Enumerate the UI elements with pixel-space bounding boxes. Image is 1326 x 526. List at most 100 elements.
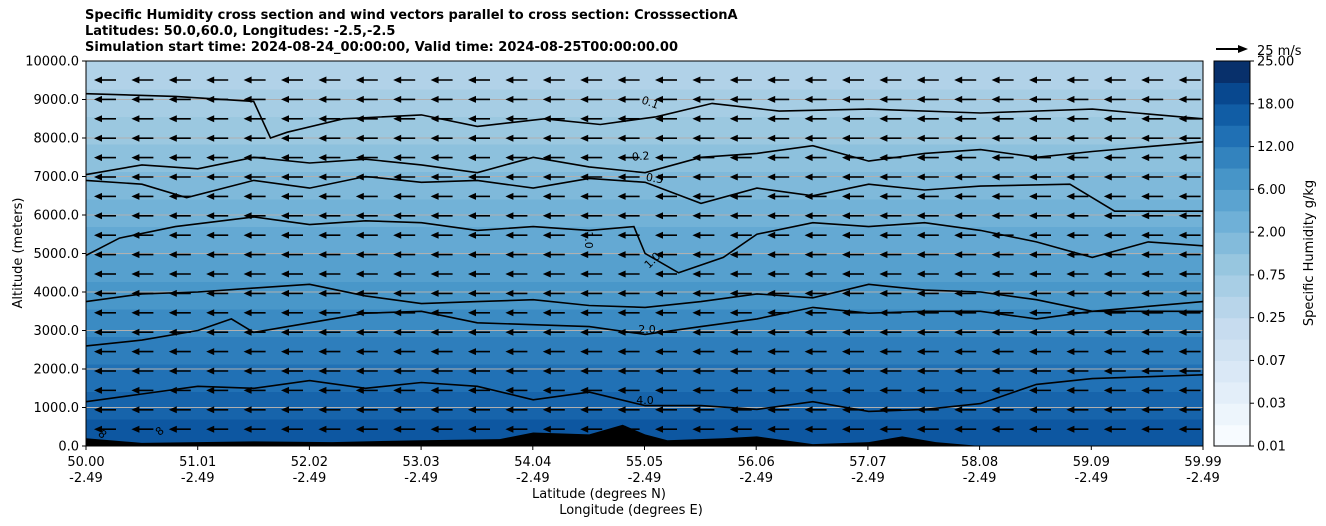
wind-arrow-head bbox=[168, 192, 177, 200]
wind-arrow-head bbox=[1103, 115, 1112, 123]
x-axis: 50.00-2.4951.01-2.4952.02-2.4953.03-2.49… bbox=[67, 446, 1222, 486]
wind-arrow-head bbox=[542, 251, 551, 259]
wind-arrow-head bbox=[879, 154, 888, 162]
wind-arrow-head bbox=[505, 173, 514, 181]
wind-arrow-head bbox=[804, 231, 813, 239]
wind-arrow-head bbox=[655, 173, 663, 181]
wind-arrow-head bbox=[505, 348, 514, 356]
wind-arrow-head bbox=[542, 212, 551, 220]
wind-arrow-head bbox=[505, 231, 514, 239]
wind-arrow-head bbox=[916, 76, 925, 84]
x-tick-label-lat: 59.09 bbox=[1073, 455, 1110, 470]
wind-arrow-head bbox=[505, 95, 514, 103]
wind-arrow-head bbox=[355, 251, 364, 259]
wind-arrow-head bbox=[355, 289, 364, 297]
wind-arrow-head bbox=[542, 406, 551, 414]
wind-arrow-head bbox=[243, 115, 252, 123]
wind-arrow-head bbox=[281, 251, 289, 259]
contour-line bbox=[86, 175, 1203, 212]
wind-arrow-head bbox=[1103, 173, 1112, 181]
colorbar-segment bbox=[1214, 61, 1250, 83]
wind-arrow-head bbox=[692, 95, 701, 103]
wind-arrow-head bbox=[879, 367, 888, 375]
wind-arrow-head bbox=[580, 348, 589, 356]
wind-arrow-head bbox=[168, 406, 177, 414]
wind-arrow-head bbox=[954, 251, 963, 259]
wind-arrow-head bbox=[468, 289, 476, 297]
wind-arrow-head bbox=[281, 173, 289, 181]
wind-arrow-head bbox=[1029, 95, 1037, 103]
wind-arrow-head bbox=[393, 212, 402, 220]
wind-arrow-head bbox=[131, 386, 140, 394]
wind-arrow-head bbox=[430, 289, 439, 297]
wind-arrow-head bbox=[1103, 270, 1112, 278]
wind-arrow-head bbox=[991, 289, 1000, 297]
wind-arrow-head bbox=[430, 328, 439, 336]
wind-arrow-head bbox=[655, 328, 663, 336]
wind-arrow-head bbox=[879, 173, 888, 181]
wind-arrow-head bbox=[617, 76, 626, 84]
wind-arrow-head bbox=[879, 386, 888, 394]
wind-arrow-head bbox=[729, 212, 738, 220]
wind-arrow-head bbox=[468, 134, 476, 142]
colorbar-segment bbox=[1214, 381, 1250, 404]
wind-arrow-head bbox=[243, 270, 252, 278]
wind-arrow-head bbox=[243, 386, 252, 394]
wind-arrow-head bbox=[1141, 173, 1150, 181]
x-tick-label-lon: -2.49 bbox=[1074, 471, 1108, 486]
wind-arrow-head bbox=[617, 328, 626, 336]
wind-arrow-head bbox=[1103, 425, 1112, 433]
wind-arrow-head bbox=[1178, 367, 1187, 375]
wind-arrow-head bbox=[1141, 154, 1150, 162]
wind-arrow-head bbox=[281, 192, 289, 200]
wind-arrow-head bbox=[655, 348, 663, 356]
wind-arrow-head bbox=[131, 76, 140, 84]
terrain-fill bbox=[86, 424, 1203, 446]
wind-arrow-head bbox=[1103, 95, 1112, 103]
x-tick-label-lon: -2.49 bbox=[181, 471, 215, 486]
wind-arrow-head bbox=[1029, 425, 1037, 433]
wind-arrow-head bbox=[804, 76, 813, 84]
wind-arrow-head bbox=[954, 386, 963, 394]
wind-arrow-head bbox=[1066, 173, 1075, 181]
wind-arrow-head bbox=[1066, 309, 1075, 317]
wind-arrow-head bbox=[1178, 328, 1187, 336]
wind-arrow-head bbox=[580, 425, 589, 433]
wind-arrow-head bbox=[729, 367, 738, 375]
wind-arrow-head bbox=[355, 231, 364, 239]
wind-arrow-head bbox=[580, 309, 589, 317]
wind-arrow-head bbox=[767, 425, 776, 433]
wind-arrow-head bbox=[655, 406, 663, 414]
colorbar-segment bbox=[1214, 167, 1250, 190]
wind-arrow-head bbox=[655, 115, 663, 123]
colorbar-tick-label: 0.03 bbox=[1257, 397, 1286, 412]
y-axis-label: Altitude (meters) bbox=[11, 198, 26, 309]
wind-arrow-head bbox=[692, 212, 701, 220]
wind-arrow-head bbox=[168, 76, 177, 84]
wind-arrow-head bbox=[842, 270, 850, 278]
wind-arrow-head bbox=[206, 76, 215, 84]
wind-arrow-head bbox=[318, 367, 327, 375]
wind-arrow-head bbox=[916, 328, 925, 336]
wind-arrow-head bbox=[131, 154, 140, 162]
wind-arrow-head bbox=[954, 348, 963, 356]
wind-arrow-head bbox=[131, 231, 140, 239]
wind-arrow-head bbox=[542, 289, 551, 297]
wind-arrow-head bbox=[318, 76, 327, 84]
wind-arrow-head bbox=[94, 173, 102, 181]
wind-arrow-head bbox=[842, 231, 850, 239]
wind-arrow-head bbox=[94, 406, 102, 414]
wind-arrow-head bbox=[281, 425, 289, 433]
y-tick-label: 2000.0 bbox=[34, 363, 80, 378]
wind-arrow-head bbox=[131, 95, 140, 103]
wind-arrow-head bbox=[318, 309, 327, 317]
wind-arrow-head bbox=[580, 386, 589, 394]
colorbar-tick-label: 25.00 bbox=[1257, 55, 1294, 70]
wind-arrow-head bbox=[430, 231, 439, 239]
wind-arrow-head bbox=[804, 270, 813, 278]
colorbar-tick-label: 0.01 bbox=[1257, 440, 1286, 455]
humidity-band bbox=[86, 226, 1203, 255]
wind-arrow-head bbox=[243, 95, 252, 103]
x-tick-label-lat: 59.99 bbox=[1184, 455, 1221, 470]
wind-arrow-head bbox=[692, 192, 701, 200]
